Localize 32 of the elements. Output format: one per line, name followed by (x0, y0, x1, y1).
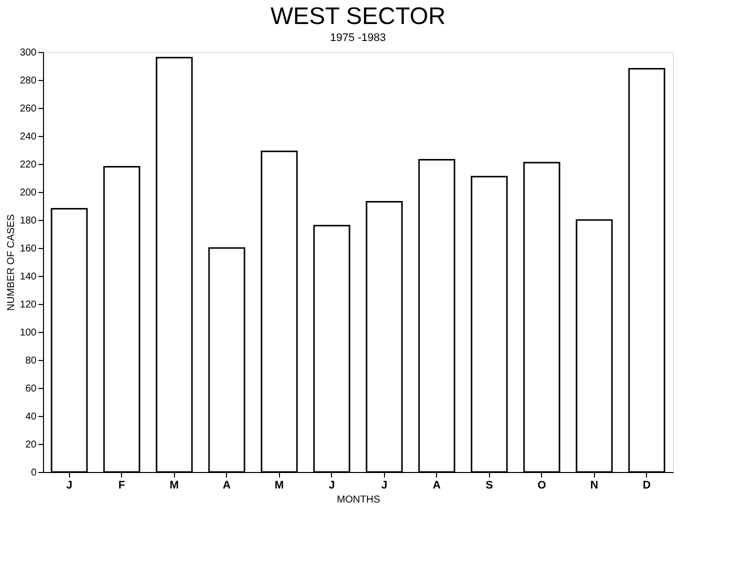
y-tick-label: 40 (25, 412, 37, 422)
x-axis-title: MONTHS (336, 494, 380, 506)
x-tick-label: O (537, 480, 546, 492)
x-tick-label: J (66, 480, 72, 492)
x-tick-label: J (328, 480, 335, 492)
chart-subtitle: 1975 -1983 (330, 32, 386, 44)
y-tick-label: 280 (20, 76, 37, 86)
y-tick-label: 60 (25, 384, 37, 394)
y-tick-label: 160 (20, 244, 37, 254)
x-tick-label: J (381, 480, 388, 492)
y-tick-label: 80 (25, 356, 37, 366)
chart-title: WEST SECTOR (270, 3, 446, 30)
y-tick-label: 200 (20, 188, 37, 198)
x-tick-label: N (590, 480, 598, 492)
x-tick-label: A (222, 480, 231, 492)
y-tick-label: 180 (20, 216, 37, 226)
y-tick-label: 260 (20, 104, 37, 114)
x-tick-label: D (642, 480, 651, 492)
y-tick-label: 240 (20, 132, 37, 142)
x-tick-label: S (486, 480, 493, 492)
x-tick-label: A (432, 480, 441, 492)
y-tick-label: 300 (20, 48, 37, 58)
y-tick-label: 140 (20, 272, 37, 282)
x-tick-label: M (274, 480, 284, 492)
x-tick-label: M (170, 480, 179, 492)
y-tick-label: 120 (20, 300, 37, 310)
y-tick-label: 220 (20, 160, 37, 170)
y-axis-title: NUMBER OF CASES (6, 214, 17, 311)
y-tick-label: 100 (20, 328, 37, 338)
y-tick-label: 0 (30, 468, 37, 478)
y-tick-label: 20 (25, 440, 37, 450)
x-tick-label: F (118, 480, 126, 492)
